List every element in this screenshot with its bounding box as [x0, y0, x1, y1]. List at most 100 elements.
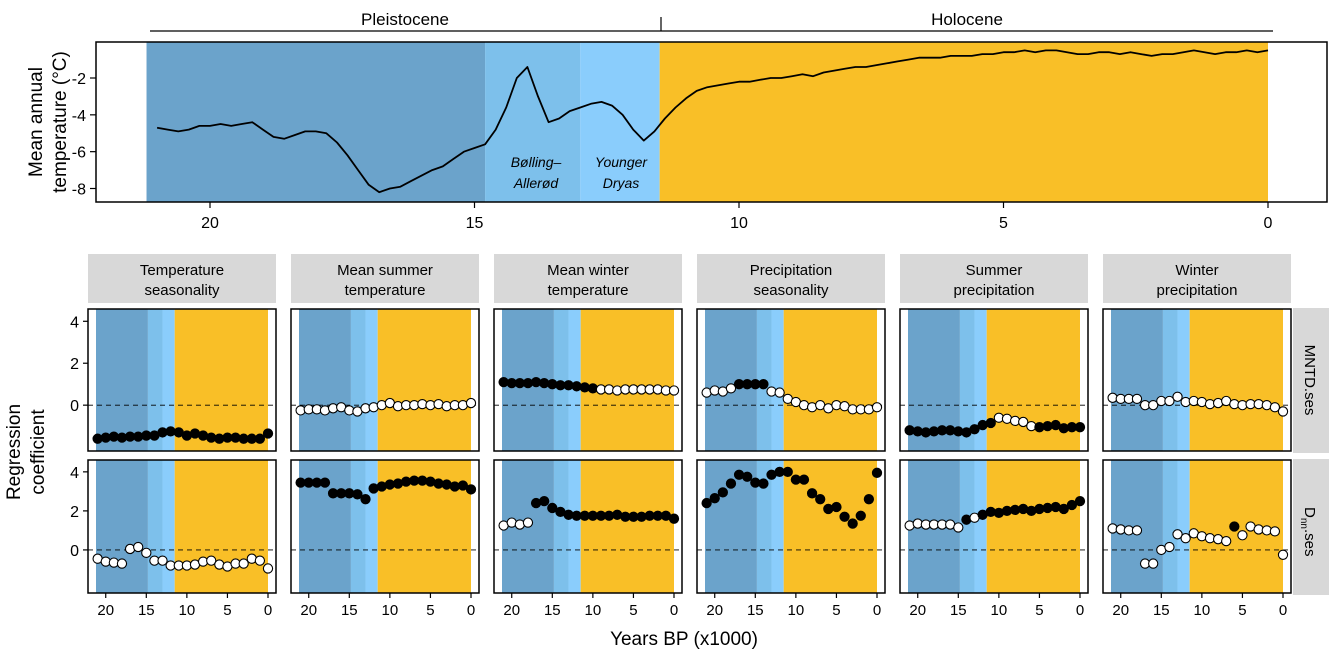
band-younger-dryas — [162, 460, 175, 593]
data-point — [668, 385, 680, 396]
top-xtick-label: 5 — [999, 215, 1008, 232]
band-holocene — [174, 460, 268, 593]
band-younger-dryas — [365, 460, 378, 593]
data-point — [238, 558, 249, 569]
band-holocene — [377, 309, 471, 451]
band-bolling-allerod — [553, 309, 569, 451]
data-point — [1172, 529, 1183, 540]
band-bolling-allerod — [1162, 460, 1178, 593]
data-point — [831, 501, 842, 513]
top-ytick-label: -2 — [72, 71, 86, 88]
column-strip — [291, 254, 479, 303]
band-holocene — [1189, 309, 1283, 451]
data-point — [206, 555, 217, 566]
panel-frame — [290, 308, 480, 452]
bottom-ylabel-1: Regression — [4, 404, 25, 500]
column-strip — [88, 254, 276, 303]
facet-xtick-label: 0 — [1279, 602, 1287, 619]
row-strips: MNTD.ses Dnn.ses — [1293, 308, 1329, 595]
column-strip — [1103, 254, 1291, 303]
band-holocene — [580, 460, 674, 593]
facet-xtick-label: 5 — [1238, 602, 1246, 619]
band-bolling-allerod — [147, 309, 163, 451]
facet-xtick-label: 10 — [991, 602, 1008, 619]
row-strip-mntd — [1293, 308, 1329, 453]
facet-xtick-label: 0 — [264, 602, 272, 619]
facet-xtick-label: 15 — [1153, 602, 1170, 619]
panel-frame — [290, 459, 480, 594]
facet-panel: 20 15 10 5 0 — [493, 459, 683, 619]
column-strip — [697, 254, 885, 303]
facet-xtick-label: 15 — [747, 602, 764, 619]
facet-ytick-label: 0 — [70, 543, 79, 560]
facet-xtick-label: 10 — [382, 602, 399, 619]
band-bolling-allerod — [959, 460, 975, 593]
band-younger-dryas — [974, 309, 987, 451]
data-point — [1229, 521, 1240, 532]
data-point — [1172, 391, 1183, 402]
bottom-ylabel-2: coefficient — [28, 409, 49, 495]
column-title: Winter — [1175, 262, 1218, 279]
facet-column-mean-summer-temperature: Mean summer temperature 20 15 10 5 0 — [290, 254, 480, 619]
data-point — [701, 497, 712, 509]
facet-panel — [493, 308, 683, 452]
data-point — [1180, 533, 1191, 544]
data-point — [717, 487, 728, 498]
data-point — [1148, 558, 1159, 569]
facet-xtick-label: 20 — [909, 602, 926, 619]
data-point — [969, 424, 980, 435]
band-holocene — [174, 309, 268, 451]
band-younger-dryas — [771, 309, 784, 451]
band-pleistocene — [146, 42, 486, 202]
data-point — [1269, 526, 1281, 537]
data-point — [815, 494, 826, 505]
panel-frame — [493, 459, 683, 594]
data-point — [141, 547, 152, 558]
band-younger-dryas — [568, 309, 581, 451]
bolling-label-2: Allerød — [513, 175, 560, 191]
period-header: Pleistocene Holocene — [150, 10, 1273, 32]
data-point — [465, 397, 477, 409]
data-point — [871, 467, 883, 478]
top-xtick-label: 15 — [466, 215, 484, 232]
panel-frame — [87, 308, 277, 452]
data-point — [839, 511, 850, 522]
panel-frame — [493, 308, 683, 452]
data-point — [1131, 393, 1143, 405]
data-point — [360, 494, 371, 505]
data-point — [1221, 535, 1232, 547]
top-xtick-label: 10 — [730, 215, 748, 232]
facet-ytick-label: 2 — [70, 356, 79, 373]
facet-panel: 4 2 0 — [70, 308, 277, 452]
facet-xtick-label: 10 — [179, 602, 196, 619]
facet-xtick-label: 0 — [467, 602, 475, 619]
data-point — [1277, 406, 1289, 417]
data-point — [457, 480, 469, 491]
data-point — [847, 518, 858, 529]
facet-column-precipitation-seasonality: Precipitation seasonality 20 15 10 5 0 — [696, 254, 886, 619]
data-point — [1058, 503, 1069, 515]
row-label-dnn-d: D — [1301, 507, 1318, 518]
data-point — [319, 477, 331, 488]
data-point — [116, 558, 128, 569]
facet-xtick-label: 20 — [97, 602, 114, 619]
period-annotations: Bølling– Allerød Younger Dryas — [511, 154, 649, 191]
top-xtick-label: 20 — [201, 215, 219, 232]
facet-xtick-label: 10 — [1194, 602, 1211, 619]
period-bands — [146, 42, 1268, 202]
facet-xtick-label: 0 — [873, 602, 881, 619]
data-point — [798, 474, 810, 485]
facet-xtick-label: 20 — [706, 602, 723, 619]
facet-ytick-label: 4 — [70, 314, 79, 331]
data-point — [465, 484, 477, 495]
facet-xtick-label: 5 — [223, 602, 231, 619]
data-point — [758, 478, 769, 489]
facet-xtick-label: 15 — [341, 602, 358, 619]
row-label-dnn: Dnn.ses — [1298, 507, 1318, 556]
data-point — [806, 488, 818, 499]
facet-xtick-label: 5 — [1035, 602, 1043, 619]
column-title: precipitation — [1157, 282, 1238, 299]
band-bolling-allerod — [1162, 309, 1178, 451]
top-panel-frame — [95, 41, 1328, 203]
